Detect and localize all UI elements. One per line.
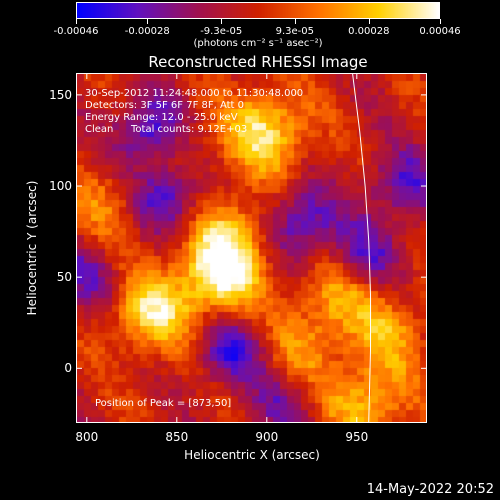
annotation-total-counts: Total counts: 9.12E+03 [131, 124, 248, 135]
colorbar-tick-label: 0.00046 [419, 26, 461, 37]
y-tick-label: 100 [49, 179, 72, 194]
x-axis-label: Heliocentric X (arcsec) [184, 448, 320, 462]
x-tick-label: 850 [165, 430, 189, 444]
colorbar [76, 2, 440, 19]
x-tick-label: 900 [255, 430, 279, 444]
colorbar-tick-label: -0.00028 [124, 26, 170, 37]
colorbar-tick-mark [294, 19, 296, 24]
colorbar-tick-mark [147, 19, 149, 24]
annotation-clean: Clean [85, 124, 114, 135]
y-axis-label: Heliocentric Y (arcsec) [25, 180, 39, 316]
x-tick-label: 800 [75, 430, 99, 444]
colorbar-tick-label: 0.00028 [348, 26, 390, 37]
x-tick-label: 950 [345, 430, 369, 444]
annotation-peak: Position of Peak = [873,50] [95, 398, 232, 409]
colorbar-units: (photons cm⁻² s⁻¹ asec⁻²) [193, 38, 323, 49]
colorbar-tick-mark [440, 19, 441, 24]
colorbar-tick-mark [221, 19, 223, 24]
plot-timestamp: 14-May-2022 20:52 [366, 482, 494, 497]
colorbar-tick-mark [76, 19, 77, 24]
colorbar-tick-label: 9.3e-05 [275, 26, 314, 37]
y-tick-label: 150 [49, 87, 72, 102]
y-tick-label: 0 [64, 361, 72, 376]
image-plot-area: 30-Sep-2012 11:24:48.000 to 11:30:48.000… [76, 73, 427, 423]
annotation-energy: Energy Range: 12.0 - 25.0 keV [85, 112, 238, 123]
colorbar-tick-label: -9.3e-05 [200, 26, 243, 37]
colorbar-tick-mark [368, 19, 370, 24]
annotation-time-range: 30-Sep-2012 11:24:48.000 to 11:30:48.000 [85, 88, 304, 99]
annotation-detectors: Detectors: 3F 5F 6F 7F 8F, Att 0 [85, 100, 245, 111]
limb-overlay [352, 74, 372, 422]
solar-limb-line [352, 74, 372, 422]
chart-title: Reconstructed RHESSI Image [148, 53, 368, 71]
colorbar-tick-label: -0.00046 [53, 26, 99, 37]
y-tick-label: 50 [56, 270, 72, 285]
rhessi-image [77, 74, 426, 422]
